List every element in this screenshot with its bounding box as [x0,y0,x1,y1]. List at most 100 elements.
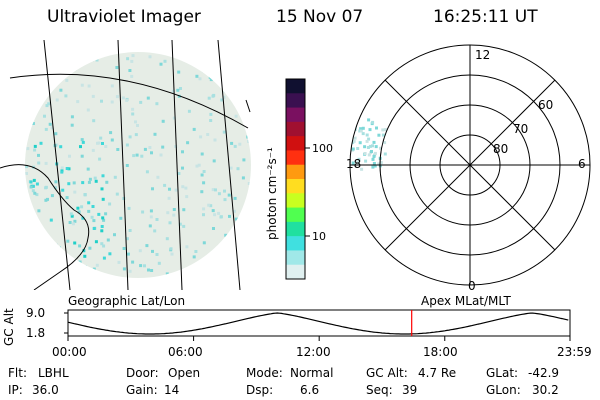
speckle-dot [102,244,106,248]
speckle-dot [195,74,199,78]
altitude-ylabel: GC Alt [2,308,16,346]
colorbar-cell [286,107,305,123]
speckle-dot [352,120,356,124]
speckle-dot [27,78,31,82]
speckle-dot [40,245,44,249]
speckle-dot [126,57,130,61]
speckle-dot [219,256,223,260]
speckle-dot [240,225,244,229]
speckle-dot [247,139,251,143]
speckle-dot [139,264,143,268]
speckle-dot [93,176,97,180]
ip-label: IP: [8,383,23,397]
geographic-map [0,40,257,290]
speckle-dot [223,189,226,193]
speckle-dot [104,145,108,148]
speckle-dot [125,164,129,167]
speckle-dot [36,262,40,266]
speckle-dot [363,152,367,155]
color-scale: 100 10 photon cm⁻²s⁻¹ [265,78,333,280]
speckle-dot [371,120,375,124]
speckle-dot [147,268,150,272]
speckle-dot [91,94,95,98]
speckle-dot [68,221,72,224]
speckle-dot [163,183,167,187]
colorbar-cell [286,193,305,209]
speckle-dot [58,273,62,277]
speckle-dot [80,205,84,209]
speckle-dot [96,141,99,145]
speckle-dot [379,146,382,150]
speckle-dot [148,55,152,59]
speckle-dot [220,98,224,102]
speckle-dot [223,89,227,93]
speckle-dot [46,256,50,260]
speckle-dot [166,211,170,215]
speckle-dot [122,267,126,271]
speckle-dot [53,270,57,274]
speckle-dot [73,190,77,194]
colorbar-cell [286,121,305,137]
speckle-dot [168,187,171,191]
speckle-dot [54,263,58,266]
speckle-dot [381,133,385,137]
speckle-dot [35,182,39,186]
coastline [245,99,251,113]
colorbar-cell [286,93,305,109]
speckle-dot [27,271,31,275]
speckle-dot [222,130,226,134]
speckle-dot [59,145,63,149]
flt-value: LBHL [38,366,69,380]
speckle-dot [356,147,360,150]
colorbar-cell [286,264,305,280]
speckle-dot [148,224,152,228]
speckle-dot [44,198,48,202]
speckle-dot [234,217,238,221]
speckle-dot [76,206,80,210]
speckle-dot [141,210,145,214]
colorbar-cell [286,207,305,223]
speckle-dot [109,131,113,135]
colorbar-cell [286,150,305,166]
speckle-dot [181,150,184,154]
speckle-dot [169,247,173,251]
speckle-dot [254,103,257,106]
speckle-dot [97,212,101,216]
speckle-dot [47,102,51,106]
speckle-dot [238,142,242,146]
speckle-dot [100,242,104,246]
speckle-dot [27,83,31,86]
speckle-dot [102,256,106,260]
speckle-dot [165,272,169,276]
speckle-dot [172,208,176,211]
speckle-dot [185,245,189,249]
speckle-dot [155,253,159,256]
gain-value: 14 [164,383,180,397]
speckle-dot [25,263,28,267]
speckle-dot [197,163,201,167]
speckle-dot [67,167,71,171]
speckle-dot [97,275,101,278]
speckle-dot [372,140,376,144]
speckle-dot [46,197,49,201]
speckle-dot [363,145,367,149]
speckle-dot [207,203,211,207]
speckle-dot [32,91,36,95]
speckle-dot [42,236,46,240]
speckle-dot [143,147,147,151]
speckle-dot [54,180,58,184]
speckle-dot [30,249,34,253]
speckle-dot [29,180,33,184]
speckle-dot [167,196,171,200]
speckle-dot [79,145,82,149]
speckle-dot [186,141,190,145]
speckle-dot [200,190,204,194]
speckle-dot [65,167,69,170]
speckle-dot [194,250,198,253]
speckle-dot [33,148,37,152]
speckle-dot [54,132,58,136]
speckle-dot [242,158,246,162]
speckle-dot [357,157,361,161]
speckle-dot [37,209,41,213]
